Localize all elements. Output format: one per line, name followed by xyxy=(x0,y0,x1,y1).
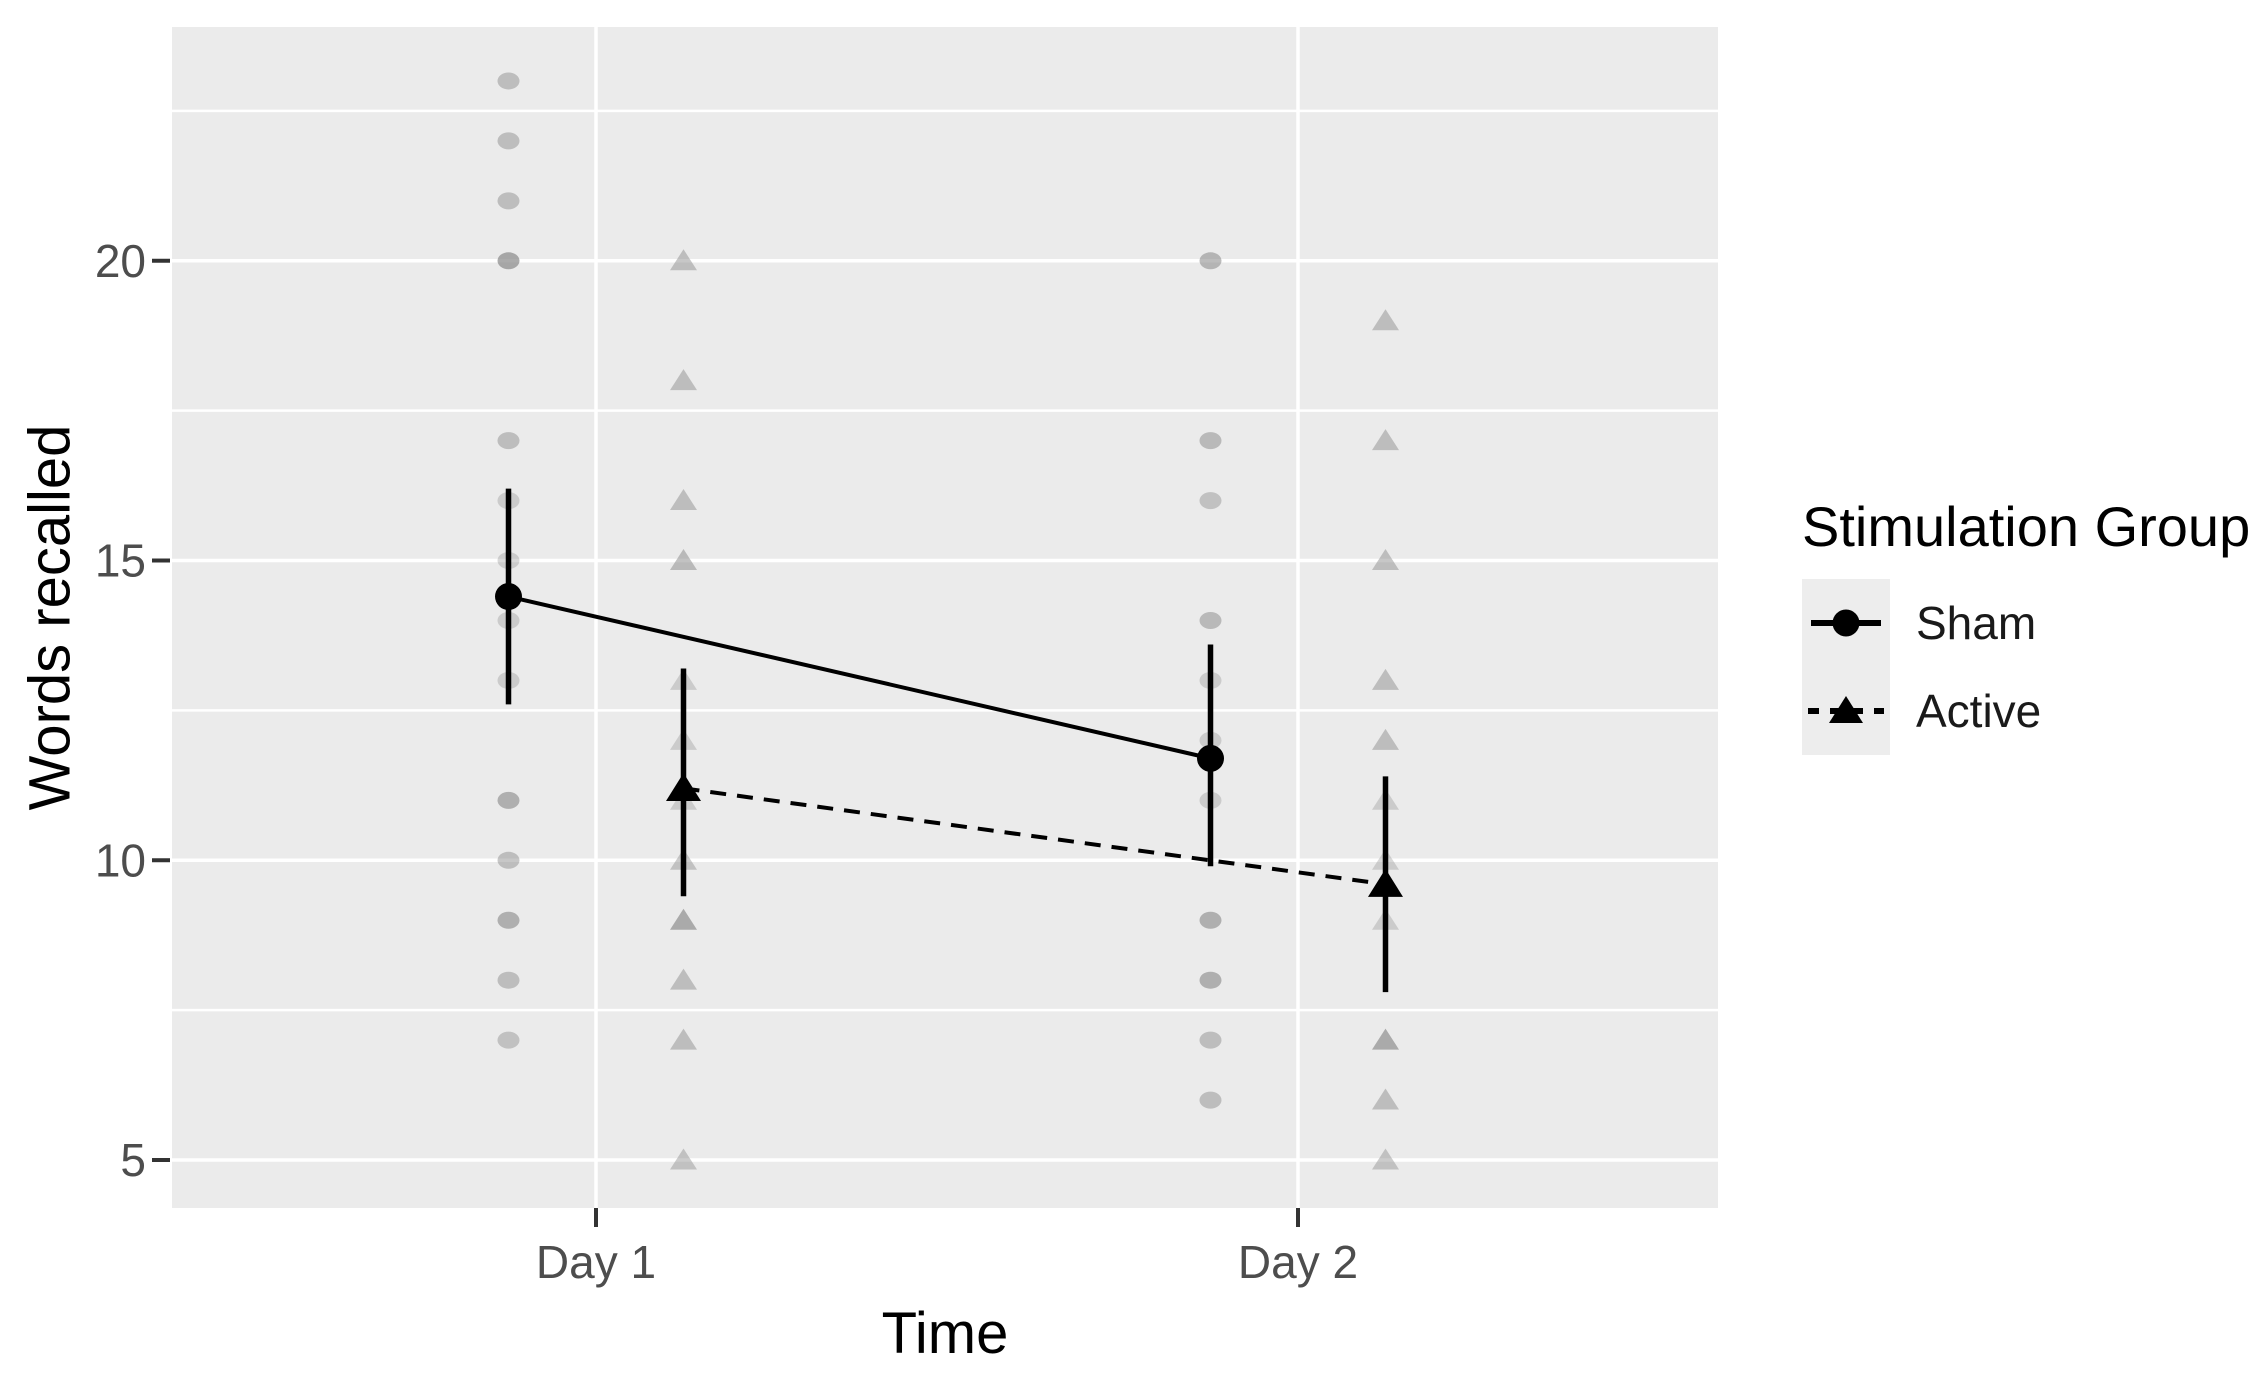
raw-point-sham xyxy=(497,72,520,90)
x-axis-title: Time xyxy=(881,1301,1009,1366)
y-tick-label: 20 xyxy=(95,235,146,287)
raw-point-active xyxy=(670,249,697,271)
raw-point-active xyxy=(670,1148,697,1170)
raw-point-sham xyxy=(497,192,520,210)
raw-point-sham xyxy=(497,432,520,450)
legend-title: Stimulation Group xyxy=(1802,495,2251,558)
y-tick-label: 10 xyxy=(95,834,146,886)
mean-marker-sham-1 xyxy=(495,583,522,611)
raw-point-active xyxy=(1372,429,1399,451)
raw-point-sham xyxy=(1199,432,1222,450)
plot-panel xyxy=(172,27,1718,1208)
active-dashed-triangle-icon xyxy=(1808,696,1884,723)
raw-point-active xyxy=(1372,1028,1399,1050)
raw-point-sham xyxy=(497,132,520,150)
mean-marker-active-2 xyxy=(1368,868,1403,897)
raw-point-active xyxy=(1372,668,1399,690)
raw-point-sham xyxy=(497,851,520,869)
y-axis-title: Words recalled xyxy=(17,424,83,810)
legend-label-active: Active xyxy=(1916,685,2042,737)
raw-point-active xyxy=(670,489,697,511)
raw-point-active xyxy=(1372,728,1399,750)
raw-point-sham xyxy=(1199,611,1222,629)
raw-point-active xyxy=(1372,1148,1399,1170)
legend: Stimulation Group Sham A xyxy=(1802,494,2250,755)
series-line-sham xyxy=(508,594,1211,761)
x-tick-label: Day 2 xyxy=(1238,1236,1358,1288)
series-line-active xyxy=(683,786,1386,887)
raw-point-sham xyxy=(1199,492,1222,510)
raw-point-active xyxy=(670,1028,697,1050)
legend-entry-active: Active xyxy=(1802,667,2250,755)
raw-point-sham xyxy=(1199,1031,1222,1049)
raw-point-sham xyxy=(497,252,520,270)
y-tick-label: 15 xyxy=(95,535,146,587)
raw-point-active xyxy=(670,548,697,570)
y-tick-label: 5 xyxy=(120,1134,146,1186)
sham-key-box xyxy=(1802,579,1890,667)
legend-entry-sham: Sham xyxy=(1802,579,2250,667)
raw-point-sham xyxy=(497,971,520,989)
legend-label-sham: Sham xyxy=(1916,597,2037,649)
raw-point-sham xyxy=(1199,911,1222,929)
active-key-box xyxy=(1802,667,1890,755)
mean-marker-active-1 xyxy=(666,772,701,801)
legend-keys: Sham Active xyxy=(1802,579,2250,755)
raw-point-sham xyxy=(497,911,520,929)
raw-point-sham xyxy=(1199,971,1222,989)
x-tick-label: Day 1 xyxy=(536,1236,656,1288)
raw-point-sham xyxy=(497,1031,520,1049)
raw-point-active xyxy=(1372,1088,1399,1110)
raw-point-active xyxy=(1372,548,1399,570)
raw-point-sham xyxy=(497,791,520,809)
raw-point-active xyxy=(670,968,697,990)
sham-line-circle-icon xyxy=(1811,609,1881,637)
raw-point-active xyxy=(1372,309,1399,331)
mean-marker-sham-2 xyxy=(1197,744,1224,772)
raw-point-sham xyxy=(1199,252,1222,270)
raw-point-active xyxy=(670,908,697,930)
raw-point-sham xyxy=(1199,1091,1222,1109)
raw-point-active xyxy=(670,369,697,391)
